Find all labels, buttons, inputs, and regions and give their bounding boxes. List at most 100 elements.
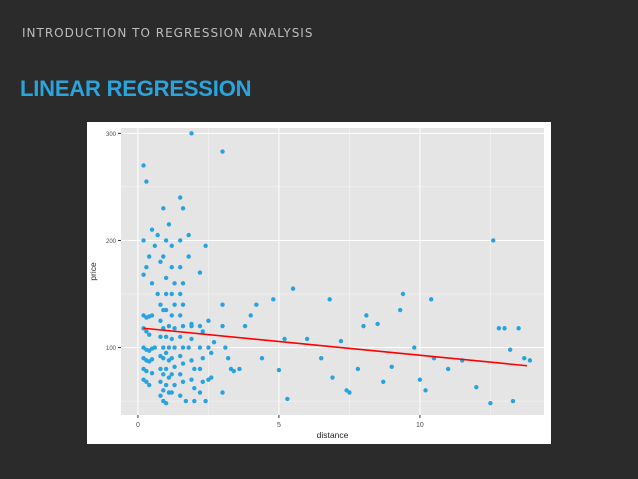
data-point: [197, 345, 203, 350]
data-point: [488, 401, 493, 406]
data-point: [189, 358, 194, 363]
data-point: [209, 375, 214, 380]
data-point: [169, 291, 174, 297]
data-point: [192, 386, 197, 391]
x-tick-label: 5: [277, 422, 281, 429]
y-tick-label: 200: [106, 239, 117, 245]
data-point: [161, 345, 166, 350]
data-point: [496, 326, 502, 331]
x-tick-label: 0: [136, 422, 140, 429]
data-point: [237, 366, 242, 372]
data-point: [186, 254, 191, 259]
data-point: [158, 393, 163, 398]
data-point: [381, 379, 386, 385]
data-point: [149, 281, 155, 286]
data-point: [491, 238, 496, 243]
data-point: [220, 302, 225, 307]
data-point: [163, 307, 169, 313]
data-point: [149, 371, 155, 376]
data-point: [178, 265, 183, 270]
data-point: [522, 356, 527, 361]
regression-line-group: [143, 327, 528, 367]
data-point: [169, 356, 174, 361]
data-point: [161, 356, 166, 361]
data-point: [192, 366, 197, 372]
data-point: [163, 291, 169, 297]
data-point: [144, 379, 149, 385]
data-point: [180, 379, 186, 385]
data-point: [178, 334, 183, 340]
data-point: [178, 372, 183, 377]
data-point: [180, 302, 186, 307]
data-point: [248, 313, 253, 318]
data-point: [397, 307, 403, 313]
data-point: [197, 390, 203, 395]
data-point: [178, 313, 183, 318]
data-point: [186, 232, 191, 238]
data-point: [197, 270, 203, 275]
data-point: [507, 347, 513, 352]
data-point: [149, 227, 155, 232]
data-point: [141, 238, 146, 243]
data-point: [163, 366, 169, 372]
data-point: [166, 323, 172, 329]
data-point: [220, 323, 225, 329]
data-point: [163, 238, 169, 243]
data-point: [180, 323, 186, 329]
data-point: [220, 149, 225, 154]
data-point: [389, 364, 394, 370]
data-point: [400, 291, 406, 297]
data-point: [417, 377, 423, 382]
data-point: [152, 345, 158, 350]
data-point: [183, 398, 189, 404]
data-point: [200, 356, 205, 361]
y-tick-label: 100: [106, 346, 117, 352]
data-point: [197, 323, 203, 329]
data-point: [180, 361, 186, 366]
data-point: [206, 318, 211, 323]
data-point: [172, 302, 177, 307]
x-tick-label: 10: [416, 422, 424, 429]
data-point: [158, 302, 163, 307]
data-point: [423, 388, 428, 393]
data-point: [189, 323, 194, 329]
data-point: [178, 393, 183, 398]
data-point: [169, 336, 174, 342]
data-point: [172, 364, 177, 370]
data-point: [189, 377, 194, 382]
data-point: [211, 339, 217, 345]
data-point: [186, 345, 191, 350]
data-point: [327, 297, 332, 302]
data-point: [147, 254, 152, 259]
data-point: [527, 358, 533, 363]
data-point: [158, 379, 163, 385]
data-point: [172, 326, 177, 331]
data-point: [206, 345, 211, 350]
data-point: [166, 345, 172, 350]
data-point: [412, 345, 417, 350]
x-axis-label: distance: [317, 430, 349, 440]
y-tick-label: 300: [106, 132, 117, 138]
slide-title: LINEAR REGRESSION: [20, 76, 252, 101]
data-point: [290, 286, 296, 291]
data-point: [178, 238, 183, 243]
data-points: [141, 131, 533, 406]
data-point: [141, 163, 146, 168]
data-point: [163, 275, 169, 281]
data-point: [502, 326, 507, 331]
data-point: [347, 390, 352, 395]
data-point: [178, 195, 183, 200]
data-point: [180, 206, 186, 211]
data-point: [172, 345, 177, 350]
data-point: [197, 366, 203, 372]
data-point: [161, 206, 166, 211]
data-point: [254, 302, 259, 307]
data-point: [330, 375, 335, 380]
data-point: [474, 384, 479, 390]
data-point: [147, 382, 152, 388]
data-point: [144, 265, 149, 270]
data-point: [203, 398, 208, 404]
data-point: [285, 396, 290, 402]
data-point: [200, 329, 205, 334]
